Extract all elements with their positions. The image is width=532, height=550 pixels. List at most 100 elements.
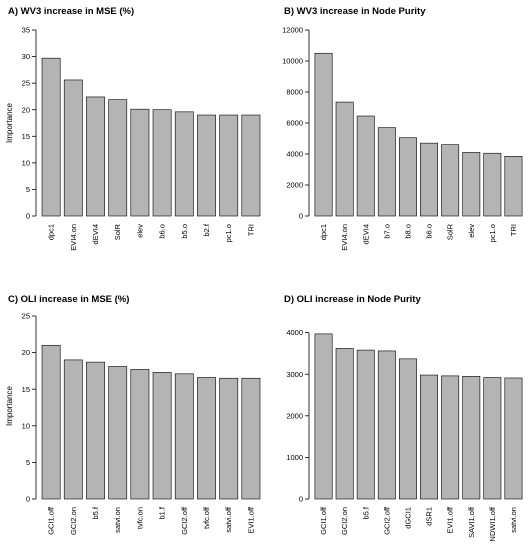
bar-SAVI1.off xyxy=(462,376,481,500)
bar-dpc1 xyxy=(314,52,333,217)
y-tick-label: 12000 xyxy=(282,26,303,35)
bar-b5.f xyxy=(356,349,375,500)
y-tick-label: 0 xyxy=(299,495,303,504)
chart-panel-3: C) OLI increase in MSE (%) Importance 0 5 10… xyxy=(5,294,261,535)
y-axis-label: Importance xyxy=(5,385,14,426)
x-tick-label: dEVI4 xyxy=(91,224,100,244)
x-tick-label: EVI1.off xyxy=(446,506,455,533)
bar-b2.f xyxy=(197,114,216,217)
x-tick-label: GCI1.off xyxy=(47,506,56,535)
bar-GCI2.on xyxy=(335,348,354,500)
x-tick-label: b1.f xyxy=(158,506,167,519)
bar-EVI1.off xyxy=(441,375,460,500)
x-tick-label: b6.o xyxy=(425,224,434,239)
bar-TRI xyxy=(504,156,523,217)
bar-pc1.o xyxy=(219,114,239,217)
bar-b5.o xyxy=(174,111,194,217)
y-tick-label: 35 xyxy=(22,26,30,35)
bar-satvi.on xyxy=(504,377,523,500)
y-tick-label: 8000 xyxy=(286,88,303,97)
bar-EVI4.on xyxy=(63,79,83,217)
y-tick-label: 0 xyxy=(26,495,30,504)
chart-panel-4: D) OLI increase in Node Purity 0 1000 2000 3… xyxy=(284,294,523,541)
y-tick-label: 5 xyxy=(26,185,30,194)
bar-SolR xyxy=(108,99,128,217)
chart-title: D) OLI increase in Node Purity xyxy=(284,294,421,305)
chart-title: A) WV3 increase in MSE (%) xyxy=(8,6,134,17)
y-tick-label: 0 xyxy=(26,212,30,221)
x-tick-label: dEVI4 xyxy=(361,224,370,244)
chart-panel-1: A) WV3 increase in MSE (%) Importance 0 5 10… xyxy=(5,6,261,251)
bar-EVI4.on xyxy=(335,101,354,217)
y-tick-label: 10000 xyxy=(282,57,303,66)
bar-b1.f xyxy=(152,372,172,500)
x-tick-label: EVI1.off xyxy=(246,506,255,533)
y-tick-label: 6000 xyxy=(286,119,303,128)
bar-dEVI4 xyxy=(86,96,105,217)
y-tick-label: 25 xyxy=(22,312,30,321)
bar-TRI xyxy=(241,114,261,217)
y-tick-label: 15 xyxy=(22,132,30,141)
bar-b5.f xyxy=(86,361,105,500)
y-tick-label: 4000 xyxy=(286,328,303,337)
bar-NDWI1.off xyxy=(483,377,502,500)
x-tick-label: GCI2.on xyxy=(69,507,78,535)
y-tick-label: 1000 xyxy=(286,453,303,462)
y-tick-label: 0 xyxy=(299,212,303,221)
x-tick-label: b5.o xyxy=(180,224,189,239)
x-tick-label: elev xyxy=(135,224,144,238)
bar-EVI1.off xyxy=(241,377,261,500)
y-axis-label: Importance xyxy=(5,102,14,143)
bar-GCI1.off xyxy=(314,333,333,500)
y-tick-label: 2000 xyxy=(286,181,303,190)
y-tick-label: 20 xyxy=(22,105,30,114)
x-tick-label: dSR1 xyxy=(425,507,434,526)
x-tick-label: b2.f xyxy=(202,223,211,236)
x-tick-label: EVI4.on xyxy=(69,224,78,251)
bar-b6.o xyxy=(152,109,172,217)
bar-tvfc.off xyxy=(197,377,216,500)
bar-elev xyxy=(130,108,150,217)
bar-dEVI4 xyxy=(356,115,375,217)
x-tick-label: b6.o xyxy=(158,224,167,239)
x-tick-label: tvfc.on xyxy=(135,507,144,529)
x-tick-label: dpc1 xyxy=(319,224,328,240)
x-tick-label: satvi.on xyxy=(509,507,518,533)
x-tick-label: b7.o xyxy=(382,224,391,239)
bar-GCI2.on xyxy=(63,359,83,500)
bar-tvfc.on xyxy=(130,369,150,500)
bar-satvi.on xyxy=(108,366,128,500)
x-tick-label: b5.f xyxy=(361,506,370,519)
y-tick-label: 4000 xyxy=(286,150,303,159)
bar-GCI2.off xyxy=(174,373,194,500)
bar-b8.o xyxy=(398,137,417,217)
x-tick-label: satvi.off xyxy=(224,506,233,533)
x-tick-label: SolR xyxy=(446,223,455,240)
bar-b6.o xyxy=(420,142,439,217)
y-tick-label: 10 xyxy=(22,421,30,430)
y-tick-label: 30 xyxy=(22,52,30,61)
x-tick-label: dGCI1 xyxy=(403,507,412,529)
bar-GCI2.off xyxy=(377,350,396,500)
x-tick-label: dpc1 xyxy=(47,224,56,240)
bar-pc1.o xyxy=(483,152,502,217)
x-tick-label: NDWI1.off xyxy=(488,506,497,541)
x-tick-label: tvfc.off xyxy=(202,506,211,529)
bar-dGCI1 xyxy=(398,358,417,500)
x-tick-label: GCI2.off xyxy=(382,506,391,535)
x-tick-label: elev xyxy=(467,224,476,238)
y-tick-label: 5 xyxy=(26,458,30,467)
x-tick-label: SolR xyxy=(113,223,122,240)
bar-dSR1 xyxy=(420,374,439,500)
y-tick-label: 10 xyxy=(22,158,30,167)
x-tick-label: b8.o xyxy=(403,224,412,239)
y-tick-label: 15 xyxy=(22,385,30,394)
chart-panel-2: B) WV3 increase in Node Purity 0 2000 4000 6… xyxy=(282,6,523,251)
x-tick-label: TRI xyxy=(509,224,518,236)
bar-dpc1 xyxy=(41,57,61,217)
x-tick-label: b5.f xyxy=(91,506,100,519)
bar-b7.o xyxy=(377,127,396,217)
x-tick-label: GCI1.off xyxy=(319,506,328,535)
y-tick-label: 25 xyxy=(22,79,30,88)
chart-title: C) OLI increase in MSE (%) xyxy=(8,294,129,305)
